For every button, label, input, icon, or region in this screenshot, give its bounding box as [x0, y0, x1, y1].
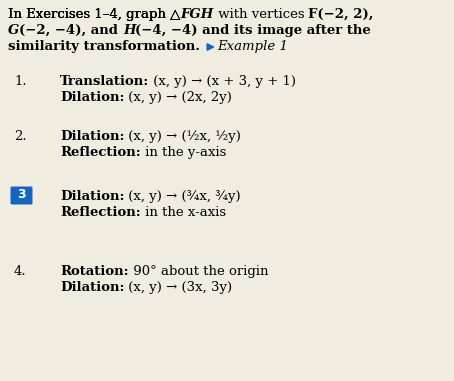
- Text: FGH: FGH: [180, 8, 214, 21]
- Text: Example 1: Example 1: [217, 40, 288, 53]
- Text: In Exercises 1–4, graph △: In Exercises 1–4, graph △: [8, 8, 180, 21]
- Text: (x, y) → (3x, 3y): (x, y) → (3x, 3y): [124, 281, 232, 294]
- Text: Dilation:: Dilation:: [60, 190, 124, 203]
- Text: 3: 3: [17, 187, 25, 200]
- Text: 1.: 1.: [14, 75, 27, 88]
- Text: 4.: 4.: [14, 265, 27, 278]
- Text: Dilation:: Dilation:: [60, 281, 124, 294]
- Text: with vertices: with vertices: [214, 8, 309, 21]
- Text: (x, y) → (2x, 2y): (x, y) → (2x, 2y): [124, 91, 232, 104]
- Text: 90° about the origin: 90° about the origin: [128, 265, 268, 278]
- Text: Reflection:: Reflection:: [60, 206, 141, 219]
- Text: (x, y) → (½x, ½y): (x, y) → (½x, ½y): [124, 130, 242, 143]
- Text: H: H: [123, 24, 135, 37]
- Text: similarity transformation.: similarity transformation.: [8, 40, 205, 53]
- Text: F(−2, 2),: F(−2, 2),: [309, 8, 374, 21]
- Text: 2.: 2.: [14, 130, 27, 143]
- Text: (x, y) → (x + 3, y + 1): (x, y) → (x + 3, y + 1): [149, 75, 296, 88]
- Text: Dilation:: Dilation:: [60, 130, 124, 143]
- Text: (−4, −4) and its image after the: (−4, −4) and its image after the: [135, 24, 371, 37]
- Text: Translation:: Translation:: [60, 75, 149, 88]
- Text: in the y-axis: in the y-axis: [141, 146, 226, 159]
- FancyBboxPatch shape: [10, 187, 33, 205]
- Text: in the x-axis: in the x-axis: [141, 206, 226, 219]
- Text: In Exercises 1–4, graph △: In Exercises 1–4, graph △: [8, 8, 180, 21]
- Polygon shape: [207, 44, 214, 50]
- Text: Reflection:: Reflection:: [60, 146, 141, 159]
- Text: (x, y) → (¾x, ¾y): (x, y) → (¾x, ¾y): [124, 190, 241, 203]
- Text: Rotation:: Rotation:: [60, 265, 128, 278]
- Text: G: G: [8, 24, 20, 37]
- Text: Dilation:: Dilation:: [60, 91, 124, 104]
- Text: In Exercises 1–4, graph △: In Exercises 1–4, graph △: [8, 8, 180, 21]
- Text: (−2, −4), and: (−2, −4), and: [20, 24, 123, 37]
